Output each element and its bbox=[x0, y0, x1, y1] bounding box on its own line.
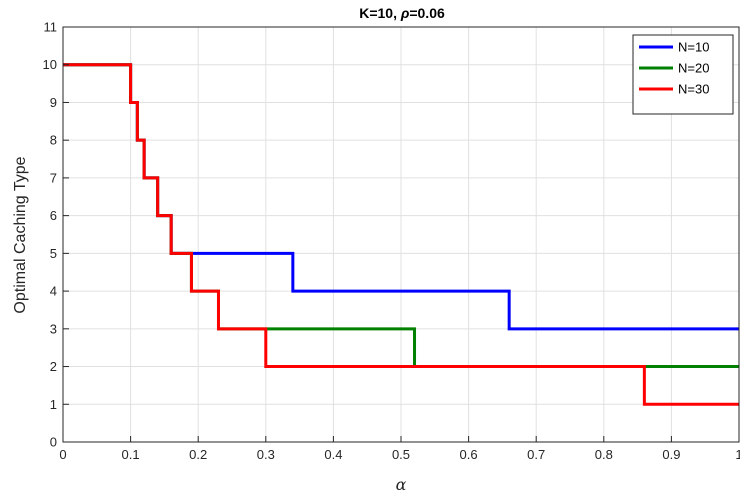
y-tick-label: 3 bbox=[50, 321, 57, 336]
y-tick-label: 7 bbox=[50, 170, 57, 185]
x-tick-label: 0.4 bbox=[324, 447, 342, 462]
legend-label: N=10 bbox=[678, 40, 709, 55]
y-tick-label: 11 bbox=[44, 20, 58, 35]
legend: N=10 N=20 N=30 bbox=[632, 34, 734, 115]
x-tick-label: 0.8 bbox=[595, 447, 613, 462]
y-tick-label: 2 bbox=[50, 359, 57, 374]
y-tick-label: 5 bbox=[50, 246, 57, 261]
y-tick-label: 4 bbox=[50, 284, 57, 299]
y-axis-label: Optimal Caching Type bbox=[12, 156, 29, 313]
y-tick-label: 8 bbox=[50, 133, 57, 148]
y-tick-label: 6 bbox=[50, 208, 57, 223]
x-tick-label: 0.3 bbox=[257, 447, 275, 462]
x-tick-label: 0.2 bbox=[189, 447, 207, 462]
x-axis-label: α bbox=[396, 475, 407, 494]
series-layer bbox=[63, 63, 739, 406]
x-tick-label: 1 bbox=[735, 447, 740, 462]
y-tick-label: 10 bbox=[43, 57, 57, 72]
legend-label: N=30 bbox=[678, 82, 709, 97]
y-tick-label: 1 bbox=[50, 397, 57, 412]
series-line-n-30 bbox=[63, 63, 739, 406]
x-tick-label: 0.7 bbox=[527, 447, 545, 462]
y-tick-label: 9 bbox=[50, 95, 57, 110]
x-tick-label: 0.6 bbox=[460, 447, 478, 462]
x-tick-label: 0.1 bbox=[122, 447, 140, 462]
y-tick-label: 0 bbox=[50, 435, 57, 450]
x-tick-label: 0.5 bbox=[392, 447, 410, 462]
x-tick-label: 0.9 bbox=[662, 447, 680, 462]
legend-label: N=20 bbox=[678, 61, 709, 76]
x-tick-label: 0 bbox=[59, 447, 66, 462]
chart-title: K=10, ρ=0.06 bbox=[359, 5, 445, 21]
ticks: 0 0.1 0.2 0.3 0.4 0.5 0.6 0.7 0.8 0.9 101234567891… bbox=[43, 20, 740, 463]
